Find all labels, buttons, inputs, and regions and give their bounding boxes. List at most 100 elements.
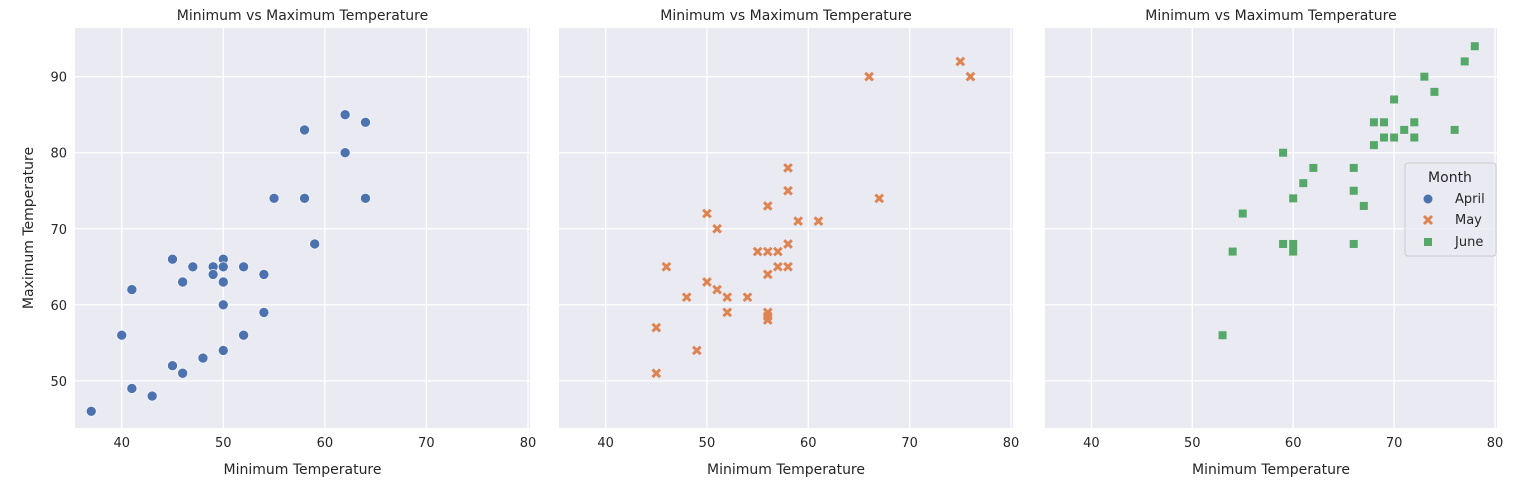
y-tick-label: 70 [50,223,67,238]
data-point-april [85,405,97,417]
data-point-april [299,124,310,136]
data-point-may [712,284,722,295]
data-point-may [702,208,712,219]
data-point-april [258,307,270,318]
data-point-june [1430,87,1439,96]
y-tick-label: 50 [50,375,67,390]
legend-label-june: June [1454,235,1483,250]
data-point-april [217,299,229,311]
data-point-june [1279,239,1288,248]
data-point-may [762,201,773,211]
data-point-april [360,116,371,128]
data-point-april [217,276,229,288]
x-tick-label: 50 [699,436,716,451]
x-tick-label: 70 [418,436,435,451]
legend-title: Month [1428,170,1472,186]
legend: Month April May June [1404,162,1497,257]
x-tick-label: 50 [1184,436,1201,451]
x-tick-label: 60 [1285,436,1302,451]
data-point-april [309,238,320,250]
data-point-may [965,71,976,82]
data-point-april [207,269,219,280]
plot-area [75,28,530,428]
data-point-april [217,261,229,273]
data-point-may [783,261,793,272]
x-tick-label: 80 [1487,436,1504,451]
data-point-june [1410,133,1419,142]
x-axis-label: Minimum Temperature [1192,462,1350,478]
data-point-april [177,367,188,379]
x-tick-label: 80 [1003,436,1020,451]
data-point-april [126,284,138,295]
data-point-june [1380,133,1388,142]
data-point-june [1390,133,1399,142]
data-point-may [722,292,733,303]
data-point-june [1390,95,1399,104]
data-point-may [773,246,783,257]
x-tick-label: 40 [597,436,614,451]
data-point-april [177,276,188,288]
data-point-april [339,147,351,159]
legend-label-may: May [1455,213,1482,228]
data-point-june [1369,118,1378,127]
data-point-june [1228,247,1237,256]
data-point-june [1470,42,1479,51]
x-tick-label: 40 [113,436,130,451]
data-point-june [1460,57,1469,66]
data-point-april [146,390,158,402]
data-point-may [691,345,702,356]
data-point-june [1289,239,1298,248]
data-point-june [1349,239,1358,248]
data-point-june [1420,72,1429,81]
data-point-may [762,246,773,257]
data-point-may [773,261,783,272]
data-point-june [1289,194,1298,203]
x-tick-label: 60 [800,436,817,451]
data-point-may [722,307,733,318]
data-point-june [1380,118,1388,127]
data-point-may [783,185,793,196]
legend-marker-may [1422,214,1434,226]
data-point-april [360,193,371,204]
x-tick-label: 60 [317,436,334,451]
data-point-may [783,239,793,249]
data-point-june [1289,247,1298,256]
x-tick-label: 50 [215,436,232,451]
data-point-april [299,193,310,204]
data-point-may [955,56,966,67]
data-point-april [238,261,249,273]
data-point-may [813,216,824,227]
data-point-april [238,329,249,341]
y-tick-label: 90 [50,71,67,86]
legend-label-april: April [1455,192,1485,207]
data-point-may [651,322,662,333]
data-point-april [187,261,199,273]
data-point-may [783,163,793,173]
y-axis-label: Maximum Temperature [21,147,37,309]
data-point-june [1349,186,1358,195]
data-point-may [864,71,874,82]
data-point-june [1299,179,1308,188]
data-point-may [702,277,712,287]
data-point-april [268,193,280,204]
x-axis-label: Minimum Temperature [223,462,381,478]
y-tick-label: 60 [50,299,67,314]
data-point-may [712,223,722,234]
x-axis-label: Minimum Temperature [707,462,865,478]
data-point-june [1279,148,1288,157]
data-point-may [752,246,763,257]
data-point-june [1349,163,1358,172]
data-point-june [1410,118,1419,127]
data-point-may [681,292,692,303]
data-point-april [258,269,270,280]
legend-marker-june [1424,238,1432,246]
data-point-april [197,352,209,364]
data-point-june [1369,141,1378,150]
data-point-may [651,368,662,379]
data-point-may [661,261,672,272]
x-tick-label: 70 [901,436,918,451]
chart-title: Minimum vs Maximum Temperature [177,8,428,24]
data-point-april [167,360,178,371]
data-point-april [126,383,138,394]
